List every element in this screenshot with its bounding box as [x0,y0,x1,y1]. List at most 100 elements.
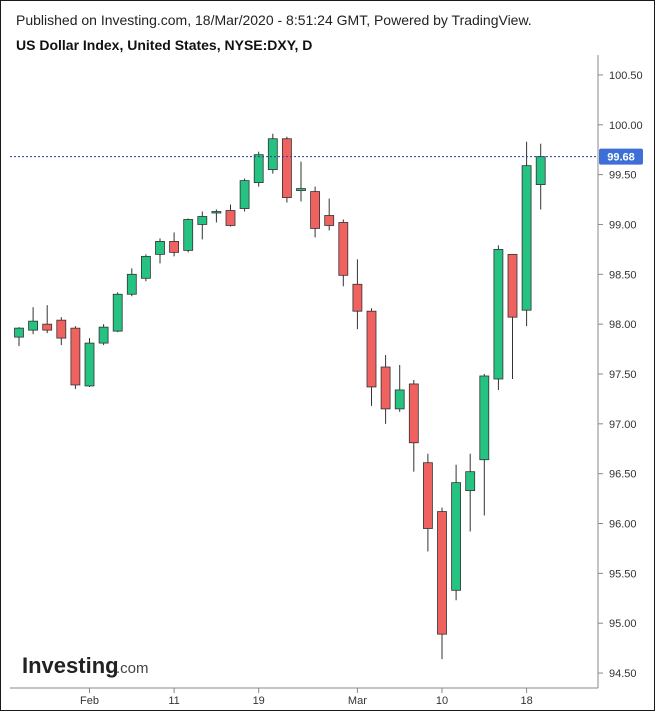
candle-body-down [338,222,349,276]
candle [225,204,236,227]
candle-body-down [42,323,53,331]
candle-body-down [422,462,433,529]
y-tick-label: 94.50 [609,668,637,680]
candle [437,507,447,660]
candle [112,292,123,333]
y-tick-label: 96.50 [609,469,637,481]
candle [281,136,292,203]
time-axis-labels: Feb 11 19 Mar 10 18 [80,688,533,707]
candle [42,305,53,334]
y-tick-label: 100.00 [609,120,643,132]
candle-body-down [366,310,377,388]
published-header: Published on Investing.com, 18/Mar/2020 … [16,12,532,28]
investing-logo: Investing .com [22,653,149,678]
candle-body-up [535,156,546,185]
candle [296,161,306,202]
candle-body-up [296,188,306,191]
candle [239,178,250,212]
x-tick-label: 18 [520,695,532,707]
candle [28,307,39,335]
candle-body-up [394,389,405,410]
candle [140,254,151,282]
candle [126,268,137,297]
candle-body-up [239,180,250,209]
candle [14,327,24,347]
candle-body-up [479,375,490,461]
candle-body-up [28,320,39,331]
candle-body-down [281,138,292,198]
candle [507,253,518,379]
candle [56,317,67,346]
candle [451,464,462,601]
candle [366,308,377,406]
x-tick-label: 10 [436,695,448,707]
y-tick-label: 99.50 [609,170,637,182]
candle [465,453,476,532]
candle-body-down [352,283,363,312]
x-tick-label: Mar [348,695,367,707]
y-tick-label: 100.50 [609,70,643,82]
candle-body-up [183,219,194,251]
y-tick-label: 99.00 [609,219,637,231]
candle-body-down [437,511,447,635]
candle [422,453,433,552]
x-tick-label: 11 [168,695,179,707]
candle-body-up [493,248,504,380]
candle-body-up [84,342,95,387]
candle [479,373,490,516]
candle-body-up [253,154,264,183]
candle [253,151,264,187]
y-tick-label: 95.50 [609,568,637,580]
candle [380,355,391,424]
candle-body-down [169,241,180,253]
candle [183,218,194,253]
candle-body-up [197,216,208,225]
candle [408,379,419,472]
candles-layer [14,133,546,660]
candle [324,198,335,231]
candle-body-down [507,253,518,318]
candle [155,238,165,264]
candle-body-up [14,327,24,338]
last-price-label: 99.68 [607,152,635,164]
candle [84,338,95,387]
candle [310,186,321,238]
last-price-tag [599,148,643,165]
logo-suffix-text: .com [116,660,149,677]
candle-body-up [140,255,151,279]
candle [521,141,532,327]
candle-body-up [521,165,532,311]
y-tick-label: 97.00 [609,419,637,431]
candle [493,245,504,390]
candle [98,324,109,346]
y-tick-label: 97.50 [609,369,637,381]
candle [169,232,180,257]
y-tick-label: 98.00 [609,319,637,331]
candle-body-down [380,366,391,410]
candle [211,209,222,223]
chart-title[interactable]: US Dollar Index, United States, NYSE:DXY… [16,37,313,53]
x-tick-label: 19 [253,695,265,707]
x-tick-label: Feb [80,695,99,707]
candle-body-down [408,383,419,444]
y-tick-label: 95.00 [609,618,637,630]
candle [267,133,278,174]
candle-body-down [324,215,335,226]
candle [70,326,81,389]
candle-body-up [211,211,222,214]
y-tick-label: 98.50 [609,269,637,281]
candle-body-up [98,326,109,344]
candle-body-down [225,210,236,226]
candle [338,219,349,287]
candle-body-up [112,293,123,332]
candle [394,365,405,412]
y-tick-label: 96.00 [609,519,637,531]
last-price-line: 99.68 [10,148,643,165]
candle [197,211,208,240]
candle [352,259,363,330]
logo-brand-text: Investing [22,653,119,678]
candle-body-up [451,482,462,591]
candle-body-down [56,319,67,339]
candle-body-up [267,138,278,171]
